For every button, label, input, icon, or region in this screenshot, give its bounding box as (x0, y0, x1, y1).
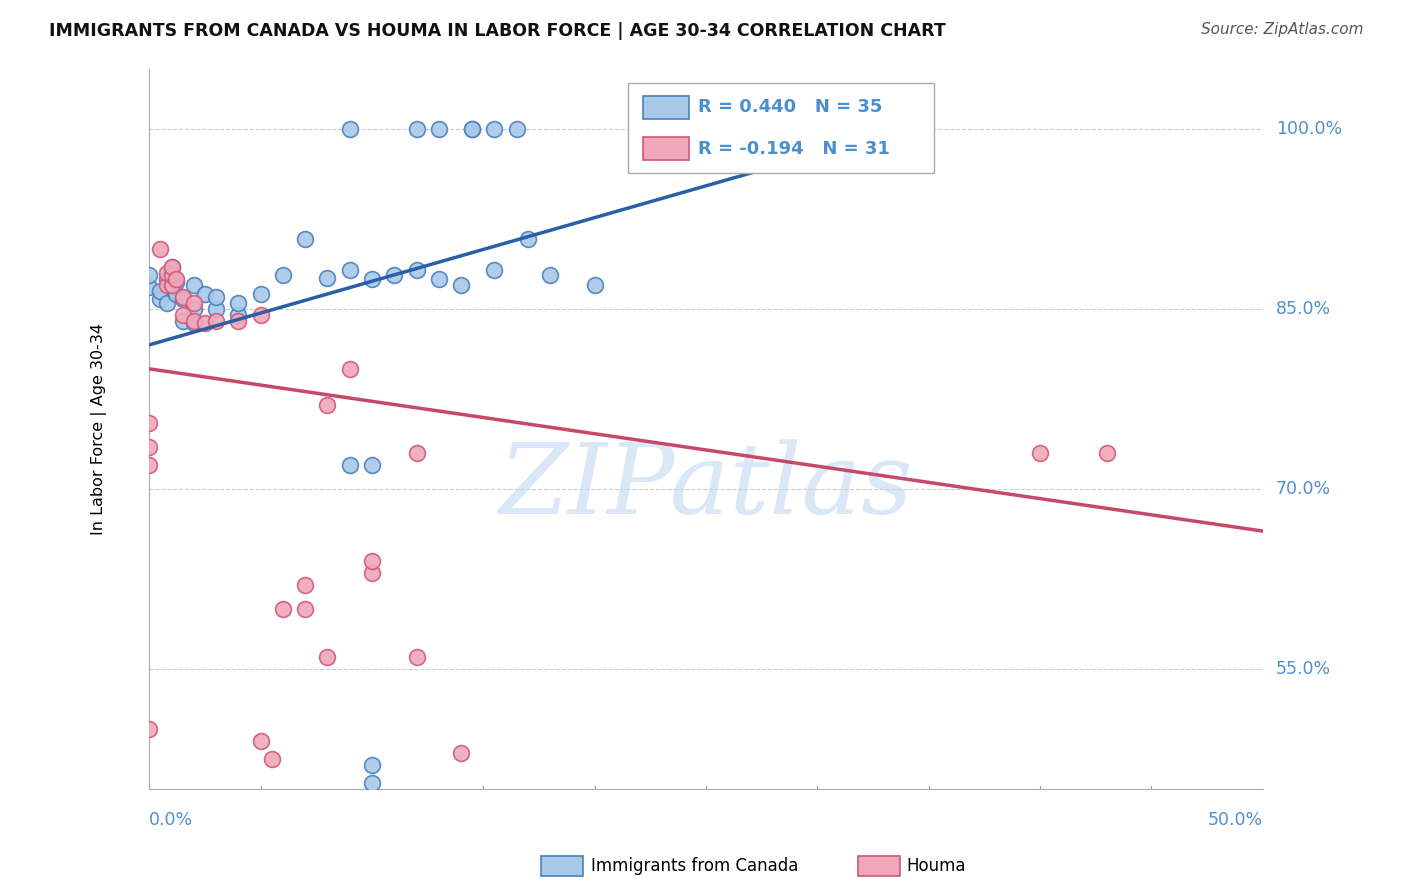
Point (405, 650, 427, 665)
Point (294, 232, 316, 246)
Point (138, 416, 160, 430)
Point (160, 268, 183, 282)
Point (156, 266, 179, 280)
Text: 100.0%: 100.0% (1277, 120, 1343, 137)
Point (450, 277, 472, 292)
Point (165, 287, 187, 301)
Point (172, 290, 194, 304)
Text: 70.0%: 70.0% (1277, 480, 1331, 498)
Text: Immigrants from Canada: Immigrants from Canada (591, 857, 797, 875)
Point (461, 121, 484, 136)
Point (316, 270, 339, 285)
Point (484, 121, 506, 136)
Point (228, 295, 250, 310)
Point (160, 280, 183, 294)
Point (194, 287, 217, 301)
Text: 0.0%: 0.0% (149, 811, 194, 829)
Point (427, 272, 450, 286)
Point (361, 776, 384, 790)
Point (156, 295, 179, 310)
Point (382, 268, 405, 282)
Point (138, 268, 160, 282)
Point (160, 277, 183, 292)
Point (183, 316, 205, 330)
Point (361, 566, 384, 580)
Point (339, 263, 361, 277)
Point (228, 308, 250, 322)
Point (583, 277, 606, 292)
Text: ZIPatlas: ZIPatlas (499, 439, 914, 534)
Point (361, 458, 384, 472)
Point (138, 280, 160, 294)
Point (205, 290, 228, 304)
Point (228, 314, 250, 328)
Point (172, 308, 194, 322)
Text: 50.0%: 50.0% (1208, 811, 1263, 829)
Point (294, 602, 316, 616)
Point (405, 263, 427, 277)
Text: IMMIGRANTS FROM CANADA VS HOUMA IN LABOR FORCE | AGE 30-34 CORRELATION CHART: IMMIGRANTS FROM CANADA VS HOUMA IN LABOR… (49, 22, 946, 40)
Point (138, 458, 160, 472)
Point (361, 272, 384, 286)
Point (156, 272, 179, 286)
Point (160, 260, 183, 274)
Point (183, 295, 205, 310)
Point (405, 446, 427, 460)
Point (149, 284, 172, 298)
Point (160, 270, 183, 285)
Point (405, 121, 427, 136)
Point (1029, 446, 1052, 460)
Point (461, 121, 484, 136)
Point (316, 398, 339, 412)
Point (339, 458, 361, 472)
Point (138, 723, 160, 737)
Point (271, 602, 294, 616)
Point (165, 272, 187, 286)
Point (205, 301, 228, 316)
FancyBboxPatch shape (643, 95, 689, 119)
Point (156, 277, 179, 292)
Point (160, 260, 183, 274)
Point (138, 440, 160, 454)
Text: R = -0.194   N = 31: R = -0.194 N = 31 (699, 140, 890, 158)
Point (149, 242, 172, 256)
Point (194, 316, 217, 330)
Point (450, 747, 472, 761)
Point (249, 287, 271, 301)
Point (361, 554, 384, 568)
Point (484, 263, 506, 277)
Point (183, 301, 205, 316)
Text: 55.0%: 55.0% (1277, 660, 1331, 678)
Point (339, 362, 361, 376)
Point (316, 650, 339, 665)
Text: Source: ZipAtlas.com: Source: ZipAtlas.com (1201, 22, 1364, 37)
Point (260, 752, 283, 766)
Point (249, 308, 271, 322)
FancyBboxPatch shape (628, 83, 934, 173)
Point (165, 276, 187, 290)
Point (149, 292, 172, 306)
Point (205, 314, 228, 328)
Point (183, 314, 205, 328)
Point (538, 268, 561, 282)
Point (516, 232, 538, 246)
FancyBboxPatch shape (643, 137, 689, 160)
Point (361, 758, 384, 772)
Point (271, 268, 294, 282)
Point (427, 121, 450, 136)
Point (172, 314, 194, 328)
Point (1095, 446, 1118, 460)
Text: 85.0%: 85.0% (1277, 300, 1331, 318)
Point (506, 121, 529, 136)
Point (294, 578, 316, 592)
Text: Houma: Houma (907, 857, 966, 875)
Point (249, 734, 271, 748)
Point (183, 277, 205, 292)
Point (172, 292, 194, 306)
Point (339, 121, 361, 136)
Text: In Labor Force | Age 30-34: In Labor Force | Age 30-34 (91, 323, 107, 535)
Text: R = 0.440   N = 35: R = 0.440 N = 35 (699, 98, 883, 116)
